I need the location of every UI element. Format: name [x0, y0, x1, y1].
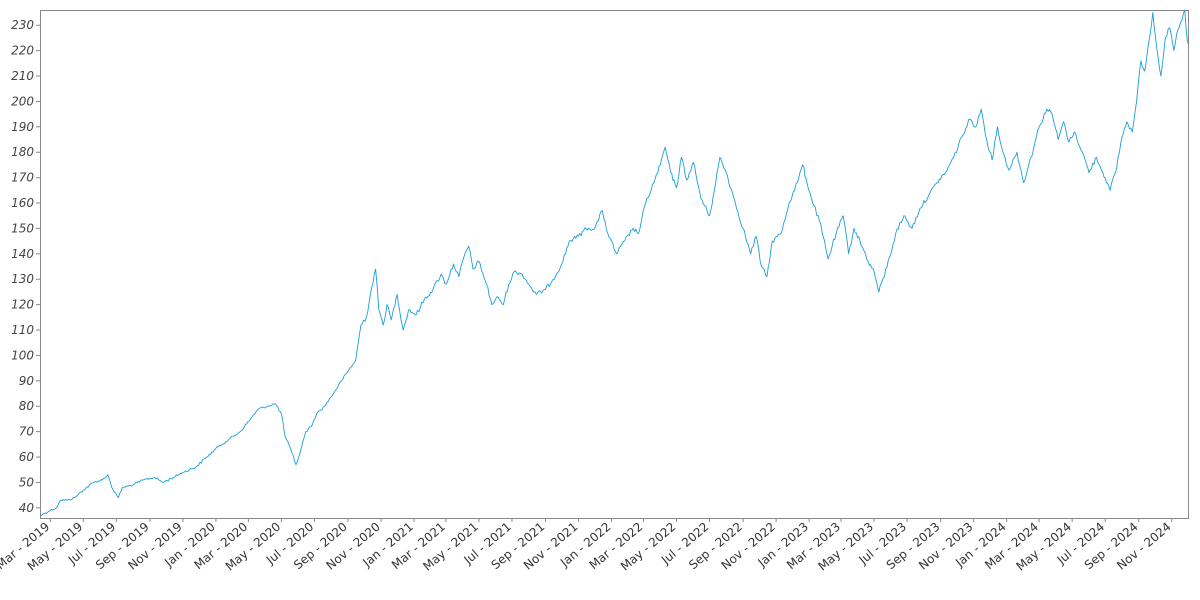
y-tick-label: 170 [11, 171, 34, 185]
y-tick-label: 80 [19, 399, 35, 413]
y-tick-label: 100 [11, 348, 34, 362]
y-tick-label: 210 [11, 69, 34, 83]
y-tick-label: 140 [11, 247, 34, 261]
y-tick-label: 120 [11, 298, 34, 312]
y-tick-label: 70 [19, 425, 35, 439]
y-tick-label: 180 [11, 145, 34, 159]
y-tick-label: 190 [11, 120, 34, 134]
y-axis: 40 50 60 70 80 90 100 110 120 130 140 150 160 170 180 1… [11, 18, 40, 515]
y-tick-label: 150 [11, 221, 34, 235]
y-tick-label: 90 [19, 374, 35, 388]
y-tick-label: 160 [11, 196, 34, 210]
y-tick-label: 230 [11, 18, 34, 32]
y-tick-label: 110 [11, 323, 34, 337]
y-tick-label: 60 [19, 450, 35, 464]
y-tick-label: 130 [11, 272, 34, 286]
series-line [40, 9, 1188, 516]
y-tick-label: 200 [11, 94, 34, 108]
y-tick-label: 50 [19, 475, 35, 489]
series-layer [40, 9, 1188, 516]
y-tick-label: 220 [11, 44, 34, 58]
plot-area-frame [40, 10, 1189, 519]
y-tick-label: 40 [19, 501, 35, 515]
